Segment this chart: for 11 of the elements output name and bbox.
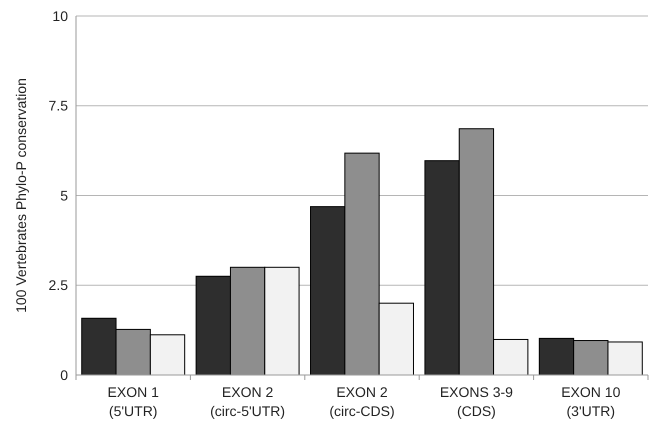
x-tick-label: EXON 10 (3'UTR) [561,384,621,419]
y-tick-label: 7.5 [48,98,68,114]
y-tick-label: 0 [60,366,68,383]
x-tick-label: EXON 2 (circ-5'UTR) [210,384,286,419]
x-tick-label: EXON 1 (5'UTR) [108,384,160,419]
y-tick-label: 2.5 [48,277,68,294]
y-tick-label: 5 [60,187,68,204]
y-axis-title: 100 Vertebrates Phylo-P conservation [13,78,29,313]
x-tick-label: EXON 2 (circ-CDS) [329,384,395,419]
x-tick-label: EXONS 3-9 (CDS) [440,384,514,419]
y-tick-label: 10 [52,8,68,24]
